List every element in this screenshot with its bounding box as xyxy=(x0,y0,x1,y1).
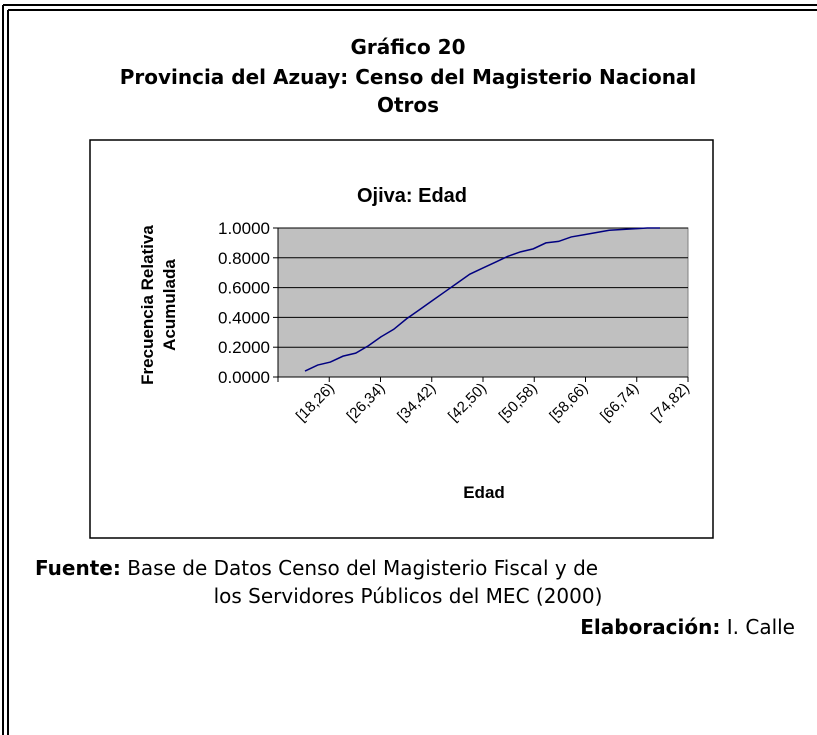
y-axis-label: Frecuencia Relativa xyxy=(138,225,157,385)
credit: Elaboración: I. Calle xyxy=(580,615,795,639)
title: Provincia del Azuay: Censo del Magisteri… xyxy=(120,65,697,89)
source-label: Fuente: xyxy=(35,556,121,580)
chart-title: Ojiva: Edad xyxy=(357,185,467,207)
title: Gráfico 20 xyxy=(351,35,466,59)
y-tick-label: 0.2000 xyxy=(218,338,270,357)
y-tick-label: 1.0000 xyxy=(218,219,270,238)
title: Otros xyxy=(377,93,439,117)
source: Fuente: Base de Datos Censo del Magister… xyxy=(35,556,598,580)
credit-text: I. Calle xyxy=(727,615,795,639)
source-text: Base de Datos Censo del Magisterio Fisca… xyxy=(127,556,598,580)
credit-label: Elaboración: xyxy=(580,615,720,639)
x-axis-label: Edad xyxy=(463,483,505,502)
source-text: los Servidores Públicos del MEC (2000) xyxy=(214,584,603,608)
y-tick-label: 0.0000 xyxy=(218,368,270,387)
y-tick-label: 0.6000 xyxy=(218,279,270,298)
y-tick-label: 0.8000 xyxy=(218,249,270,268)
data-line xyxy=(304,227,660,372)
y-tick-label: 0.4000 xyxy=(218,308,270,327)
y-axis-label: Acumulada xyxy=(160,259,179,351)
plot-area xyxy=(277,227,689,378)
